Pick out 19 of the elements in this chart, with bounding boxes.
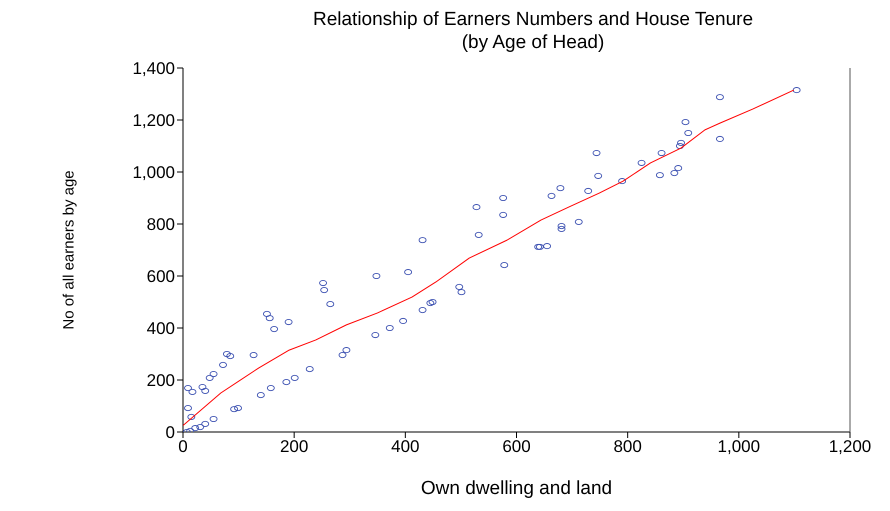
x-tick-label: 600 (502, 437, 531, 456)
x-tick-label: 0 (178, 437, 188, 456)
y-tick-label: 0 (166, 423, 175, 442)
y-tick-label: 600 (146, 267, 175, 286)
x-tick-label: 1,000 (718, 437, 760, 456)
x-axis-title: Own dwelling and land (420, 478, 612, 499)
y-axis-title: No of all earners by age (60, 170, 78, 330)
y-tick-label: 400 (146, 319, 175, 338)
x-tick-label: 1,200 (828, 437, 872, 456)
x-tick-label: 800 (613, 437, 642, 456)
y-tick-label: 800 (146, 215, 175, 234)
x-tick-label: 200 (280, 437, 308, 456)
y-tick-label: 1,000 (132, 163, 175, 182)
chart-subtitle: (by Age of Head) (460, 31, 606, 54)
y-tick-label: 1,200 (132, 111, 175, 130)
y-tick-label: 200 (146, 371, 175, 390)
chart-title: Relationship of Earners Numbers and House Tenure (312, 8, 754, 31)
y-tick-label: 1,400 (132, 59, 175, 78)
x-tick-label: 400 (391, 437, 420, 456)
